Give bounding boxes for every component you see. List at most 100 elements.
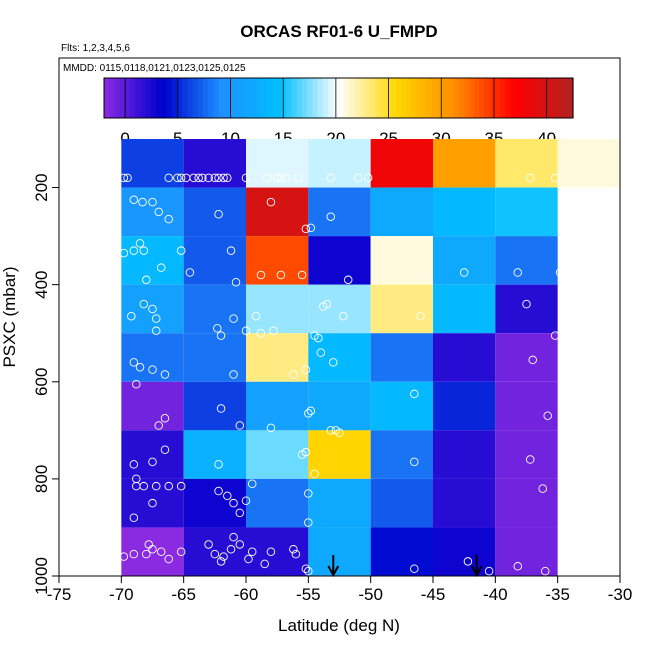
chart-title: ORCAS RF01-6 U_FMPD [240,22,437,41]
colorbar-segment [328,78,334,118]
direction-arrows [327,555,483,578]
observation-point [335,428,344,438]
observation-point [269,326,278,336]
observation-point [231,277,241,287]
colorbar-segment [119,78,126,118]
observation-point [276,270,286,280]
observation-point [262,173,272,183]
colorbar-segment [286,78,293,118]
heatmap-cell [433,333,496,382]
colorbar-segment [187,78,194,118]
observation-point [135,362,145,372]
colorbar-segment [182,78,188,118]
colorbar-segment [546,78,553,118]
heatmap-cell [246,139,309,188]
colorbar-segment [197,78,204,118]
observation-point [139,246,149,255]
observation-point [256,328,266,338]
colorbar-segment [275,78,282,118]
heatmap-cell [370,284,433,334]
observation-point [138,197,147,207]
observation-point [164,481,173,491]
colorbar-segment [104,78,110,118]
colorbar-segment [150,78,157,118]
colorbar-segment [390,78,397,118]
colorbar-segment [520,78,527,118]
heatmap-cell [370,478,433,528]
colorbar-segment [406,78,413,118]
heatmap-cell [433,284,496,334]
heatmap-cell [370,381,433,431]
heatmap-cell [183,187,246,237]
observation-point [164,554,173,564]
heatmap-cell [308,478,371,528]
colorbar-segment [380,78,386,118]
colorbar-segment [281,78,287,118]
heatmap-cell [370,139,433,188]
observation-point [123,173,132,183]
colorbar-segment [213,78,220,118]
observation-point [289,545,298,554]
observation-point [247,479,257,488]
heatmap-cell [121,527,184,576]
colorbar-segment [239,78,246,118]
heatmap-cell [433,236,496,285]
observation-point [160,370,170,379]
observation-point [316,348,326,357]
heatmap-cell [121,284,184,334]
observation-point [213,324,222,333]
observation-point [119,173,129,183]
heatmap-cell [308,430,371,479]
heatmap-cell [308,187,371,237]
observation-point [301,564,311,573]
colorbar-tick-label: 5 [173,129,182,148]
observation-point [148,365,157,374]
colorbar-segment [171,78,178,118]
heatmap-cell [308,236,371,285]
observation-point [129,195,139,204]
observation-point [164,214,173,224]
observation-point [525,173,535,183]
x-tick-label: -40 [483,585,508,604]
observation-point [219,173,228,183]
heatmap-cell [121,187,184,237]
observation-point [142,549,151,559]
y-axis-label: PSXC (mbar) [0,266,19,367]
observation-point [176,246,186,255]
colorbar-segment [510,78,517,118]
observation-point [241,173,251,183]
y-tick-label: 800 [32,465,51,493]
colorbar-segment [312,78,319,118]
heatmap-cell [183,236,246,285]
heatmap-cell [370,236,433,285]
heatmap-cell [370,187,433,237]
colorbar-segment [260,78,267,118]
observation-point [281,173,291,183]
observation-point [266,197,276,207]
observation-point [151,314,161,323]
observation-point [550,331,560,340]
heatmap-cell [308,284,371,334]
observation-point [235,508,245,518]
observation-point [306,223,316,233]
heatmap-cell [308,139,371,188]
observation-points [119,173,565,576]
colorbar-segment [557,78,564,118]
observation-point [416,311,425,321]
heatmap-cells [121,139,620,576]
colorbar-segment [145,78,152,118]
colorbar-segment [130,78,136,118]
observation-point [139,299,149,309]
observation-point [538,484,547,493]
observation-point [304,489,313,498]
colorbar-segment [515,78,522,118]
observation-point [484,566,494,576]
observation-point [251,311,261,321]
observation-point [241,326,251,336]
colorbar-segment [489,78,496,118]
heatmap-cell [433,139,496,188]
x-tick-label: -55 [296,585,321,604]
observation-point [353,173,363,183]
colorbar-segment [421,78,428,118]
